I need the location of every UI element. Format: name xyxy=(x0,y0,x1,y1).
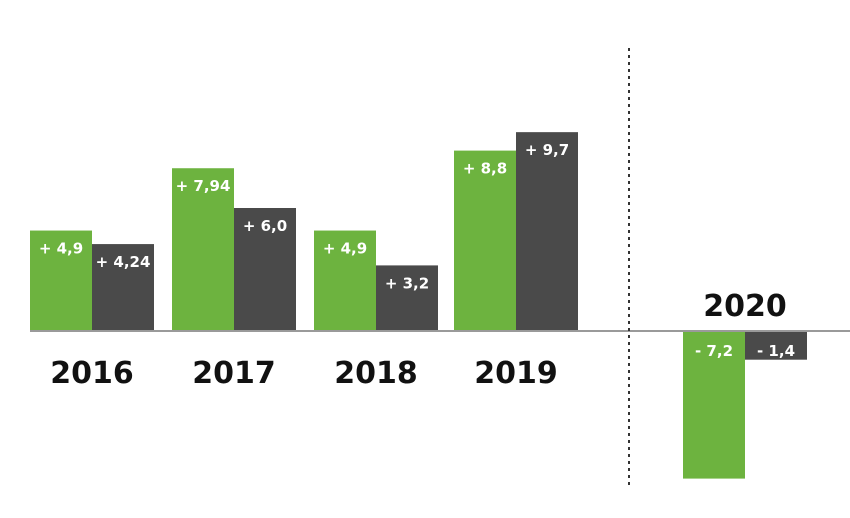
bar-2019-series-green xyxy=(454,150,516,331)
value-label-2016-series-green: + 4,9 xyxy=(39,240,83,258)
category-label-2020: 2020 xyxy=(703,289,787,324)
category-label-2016: 2016 xyxy=(50,356,134,391)
bar-2020-series-green xyxy=(683,331,745,479)
value-label-2018-series-green: + 4,9 xyxy=(323,240,367,258)
category-labels-group: 2016 2017 2018 2019 2020 xyxy=(50,289,787,391)
bar-2020-series-dark xyxy=(745,331,807,360)
bar-2017-series-dark xyxy=(234,208,296,331)
category-label-2018: 2018 xyxy=(334,356,418,391)
bar-2018-series-green xyxy=(314,230,376,331)
bar-2019-series-dark xyxy=(516,132,578,331)
category-label-2017: 2017 xyxy=(192,356,276,391)
bar-2017-series-green xyxy=(172,168,234,331)
value-label-2016-series-dark: + 4,24 xyxy=(96,253,151,271)
bars-group xyxy=(30,132,807,479)
bar-2018-series-dark xyxy=(376,265,438,331)
bar-2016-series-dark xyxy=(92,244,154,331)
value-label-2019-series-dark: + 9,7 xyxy=(525,141,569,159)
category-label-2019: 2019 xyxy=(474,356,558,391)
value-label-2018-series-dark: + 3,2 xyxy=(385,274,429,292)
value-label-2020-series-dark: - 1,4 xyxy=(757,342,795,360)
value-label-2019-series-green: + 8,8 xyxy=(463,160,507,178)
value-label-2017-series-dark: + 6,0 xyxy=(243,217,287,235)
value-label-2020-series-green: - 7,2 xyxy=(695,342,733,360)
value-label-2017-series-green: + 7,94 xyxy=(176,177,231,195)
bar-2016-series-green xyxy=(30,230,92,331)
value-labels-group: + 4,9 + 4,24 + 7,94 + 6,0 + 4,9 + 3,2 + 8,8 + 9… xyxy=(39,141,795,360)
